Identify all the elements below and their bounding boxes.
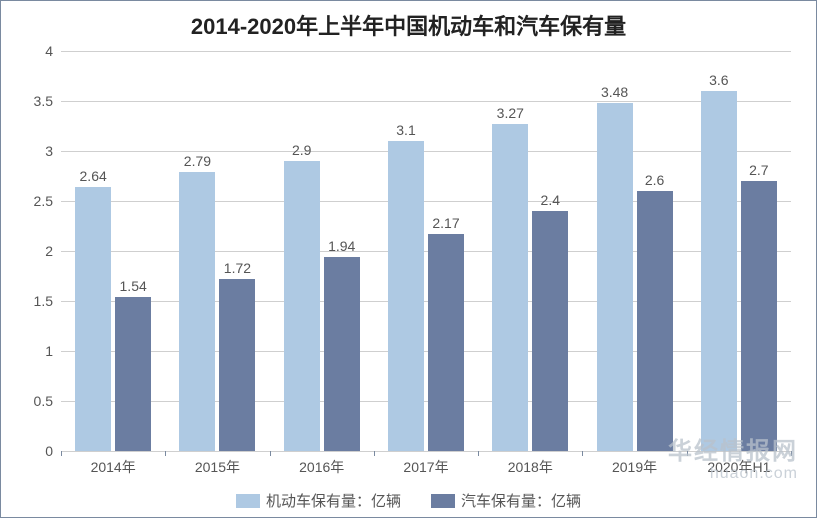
legend-swatch [236, 494, 260, 508]
bar-series-0: 3.6 [701, 91, 737, 451]
bar-series-1: 1.94 [324, 257, 360, 451]
y-axis-label: 0.5 [34, 393, 53, 409]
bar-value-label: 3.1 [396, 122, 415, 138]
x-axis-label: 2020年H1 [707, 457, 770, 477]
bar-value-label: 2.79 [184, 153, 211, 169]
bar-value-label: 2.9 [292, 142, 311, 158]
x-axis: 2014年 2015年 2016年 2017年 2018年 2019年 2020年H1 [61, 451, 791, 475]
bar-value-label: 3.6 [709, 72, 728, 88]
y-axis-label: 4 [45, 43, 53, 59]
x-axis-label: 2015年 [195, 457, 240, 477]
bar-series-0: 3.27 [492, 124, 528, 451]
bar-value-label: 2.17 [432, 215, 459, 231]
x-tick [270, 451, 271, 456]
x-axis-label: 2014年 [91, 457, 136, 477]
bar-series-1: 2.4 [532, 211, 568, 451]
grid-line [61, 251, 791, 252]
x-tick [791, 451, 792, 456]
legend-item: 机动车保有量：亿辆 [236, 490, 401, 511]
bar-value-label: 1.72 [224, 260, 251, 276]
bar-value-label: 2.6 [645, 172, 664, 188]
chart-title: 2014-2020年上半年中国机动车和汽车保有量 [1, 9, 816, 41]
grid-line [61, 101, 791, 102]
legend-swatch [431, 494, 455, 508]
bar-series-0: 3.1 [388, 141, 424, 451]
x-axis-label: 2019年 [612, 457, 657, 477]
y-axis-label: 3 [45, 143, 53, 159]
bar-value-label: 3.27 [497, 105, 524, 121]
grid-line [61, 351, 791, 352]
x-tick [374, 451, 375, 456]
y-axis-label: 0 [45, 443, 53, 459]
bar-value-label: 2.64 [80, 168, 107, 184]
bar-series-0: 3.48 [597, 103, 633, 451]
grid-line [61, 51, 791, 52]
bar-series-1: 1.72 [219, 279, 255, 451]
plot-area: 00.511.522.533.542.641.542.791.722.91.94… [61, 51, 791, 451]
y-axis-label: 3.5 [34, 93, 53, 109]
bar-series-1: 2.17 [428, 234, 464, 451]
bar-value-label: 2.4 [541, 192, 560, 208]
bar-series-0: 2.64 [75, 187, 111, 451]
legend: 机动车保有量：亿辆 汽车保有量：亿辆 [1, 490, 816, 511]
y-axis-label: 1.5 [34, 293, 53, 309]
x-tick [478, 451, 479, 456]
legend-label: 汽车保有量：亿辆 [461, 490, 581, 511]
x-tick [165, 451, 166, 456]
grid-line [61, 151, 791, 152]
bar-series-0: 2.9 [284, 161, 320, 451]
y-axis-label: 2.5 [34, 193, 53, 209]
x-axis-label: 2018年 [508, 457, 553, 477]
legend-item: 汽车保有量：亿辆 [431, 490, 581, 511]
bar-value-label: 2.7 [749, 162, 768, 178]
x-tick [582, 451, 583, 456]
bar-value-label: 3.48 [601, 84, 628, 100]
bar-value-label: 1.94 [328, 238, 355, 254]
bar-series-1: 2.6 [637, 191, 673, 451]
x-tick [687, 451, 688, 456]
grid-line [61, 301, 791, 302]
bar-series-1: 1.54 [115, 297, 151, 451]
x-tick [61, 451, 62, 456]
y-axis-label: 1 [45, 343, 53, 359]
x-axis-label: 2016年 [299, 457, 344, 477]
y-axis-label: 2 [45, 243, 53, 259]
bar-value-label: 1.54 [120, 278, 147, 294]
legend-label: 机动车保有量：亿辆 [266, 490, 401, 511]
chart-container: 2014-2020年上半年中国机动车和汽车保有量 0 0.5 1 1.5 2 2.5 3 3.… [0, 0, 817, 518]
grid-line [61, 201, 791, 202]
bar-series-0: 2.79 [179, 172, 215, 451]
grid-line [61, 401, 791, 402]
x-axis-label: 2017年 [403, 457, 448, 477]
bar-series-1: 2.7 [741, 181, 777, 451]
